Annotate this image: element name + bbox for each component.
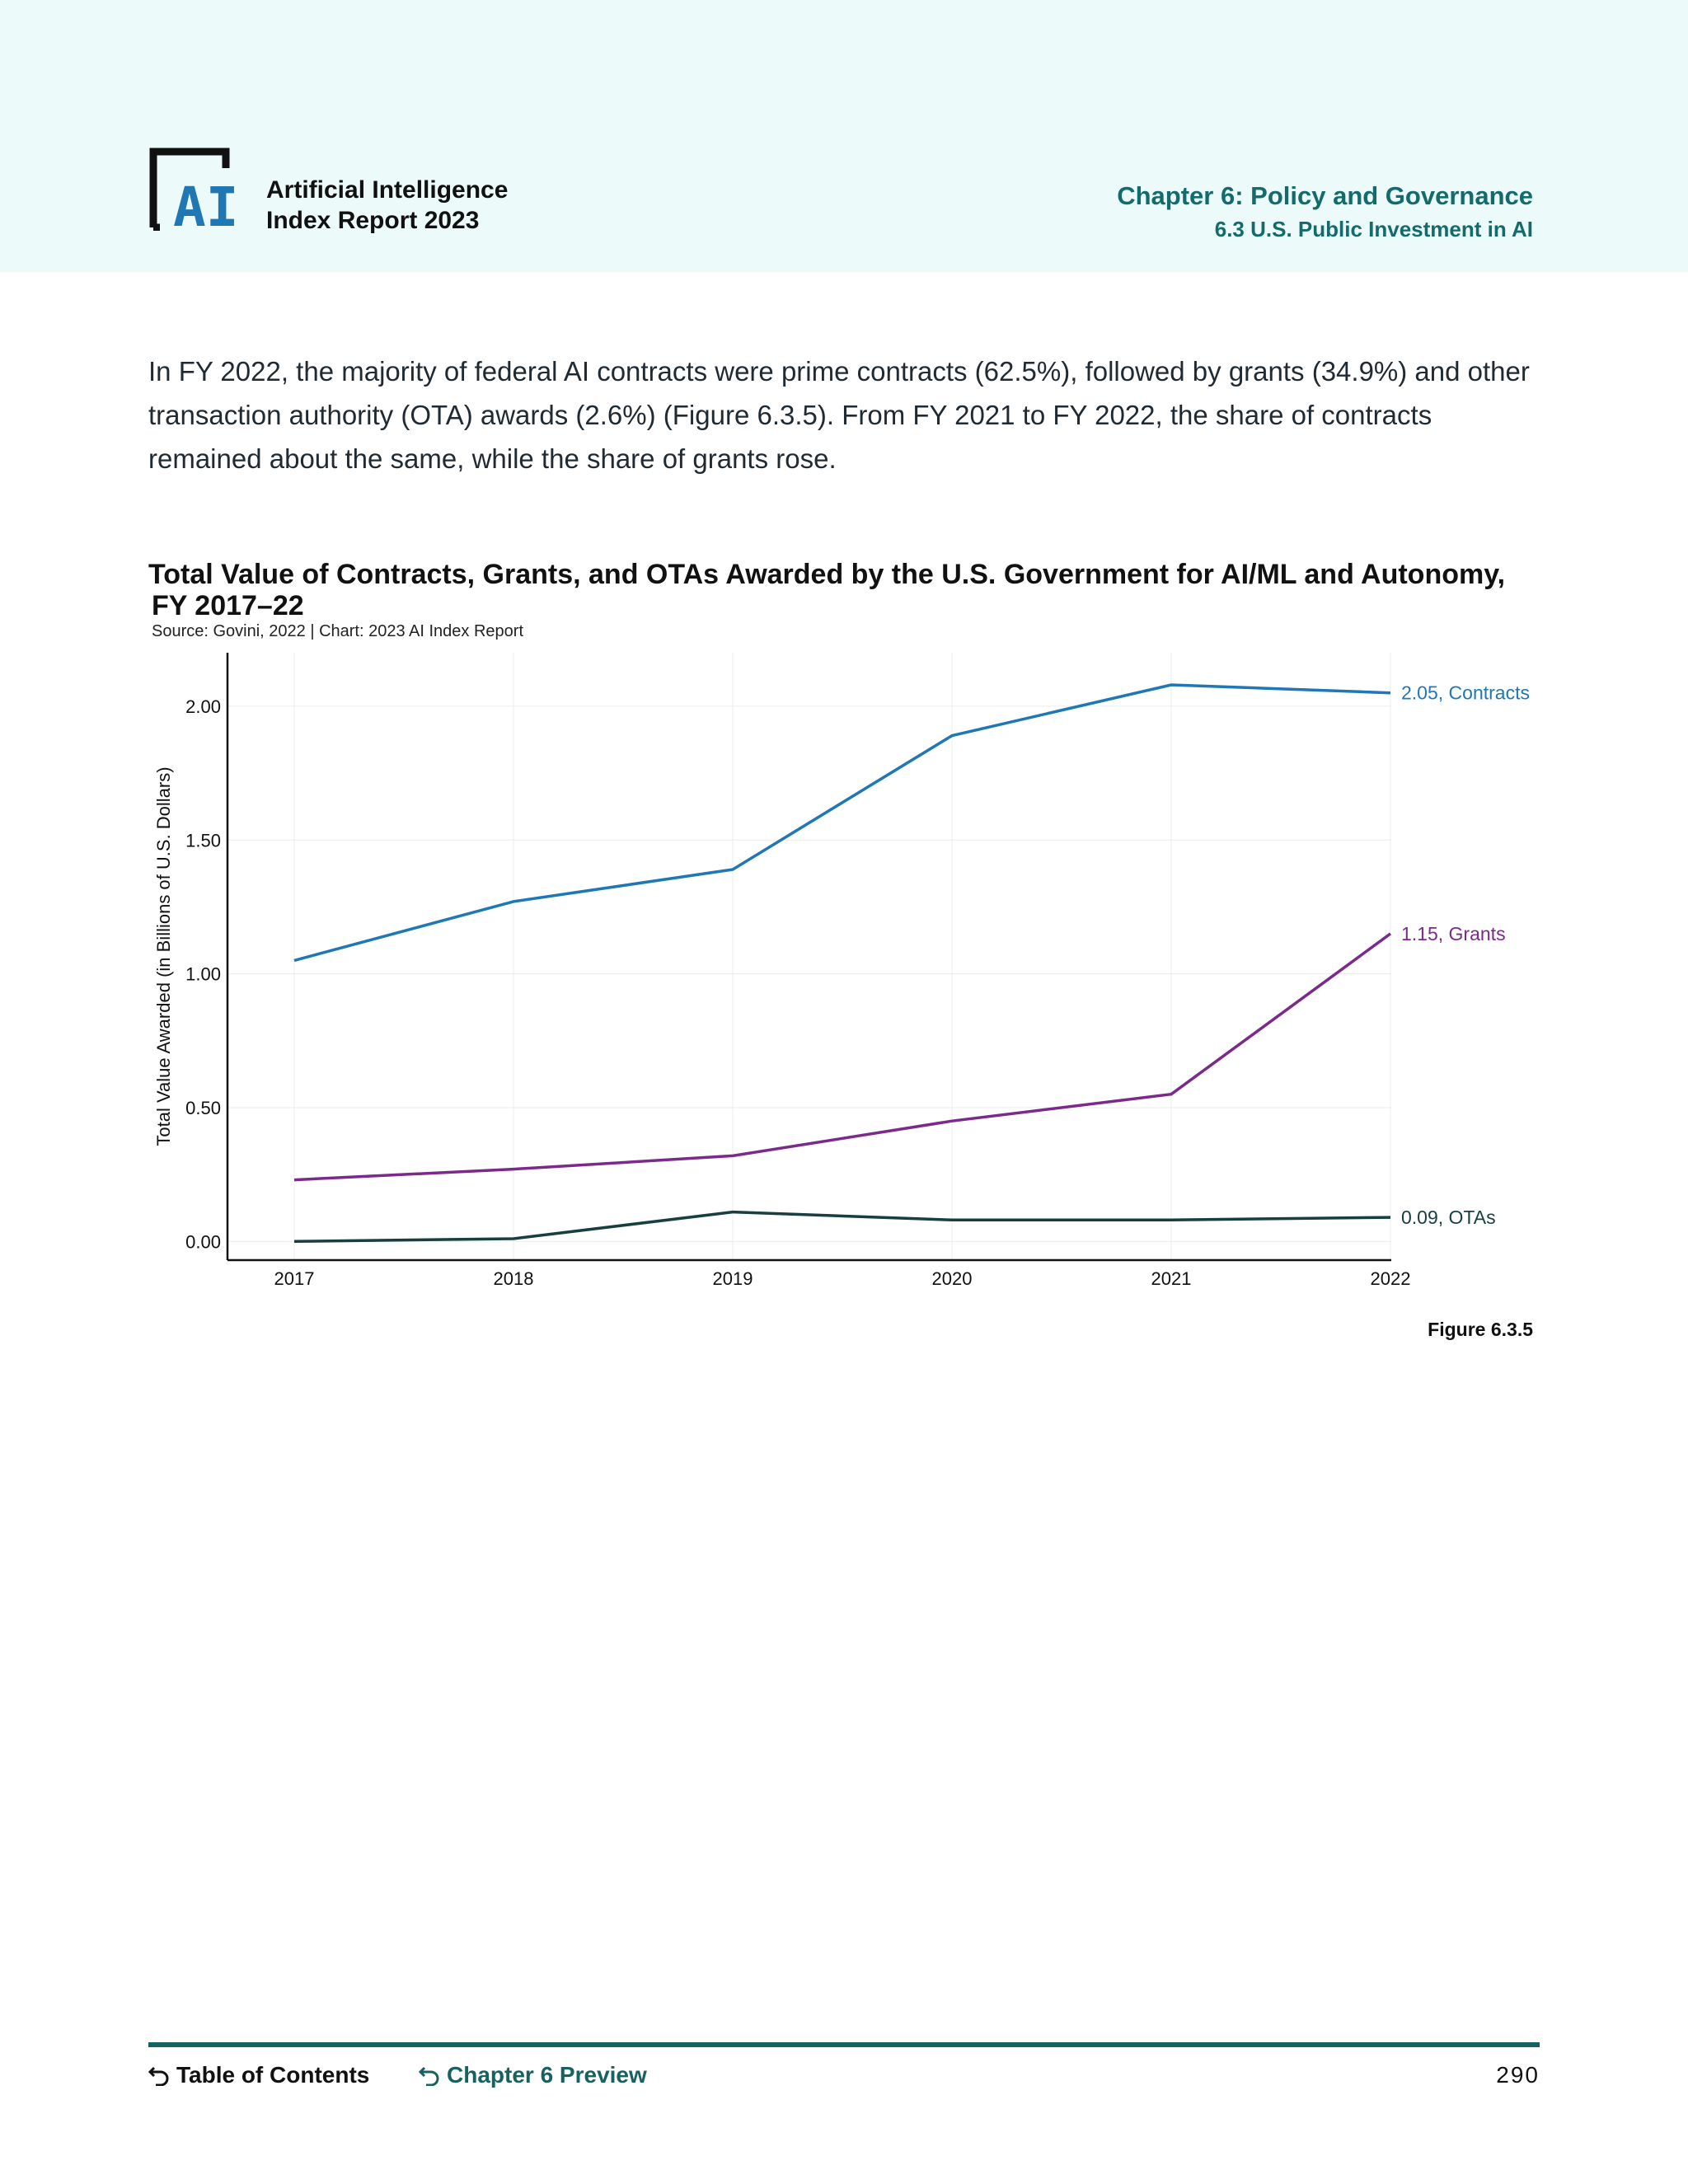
x-tick-label: 2022 bbox=[1371, 1268, 1411, 1289]
x-tick-label: 2017 bbox=[274, 1268, 315, 1289]
page-number: 290 bbox=[1496, 2062, 1540, 2088]
report-title-line1: Artificial Intelligence bbox=[266, 176, 509, 204]
intro-paragraph: In FY 2022, the majority of federal AI c… bbox=[148, 356, 1530, 474]
series-lines bbox=[293, 683, 1392, 1244]
chapter-preview-link[interactable]: Chapter 6 Preview bbox=[419, 2060, 647, 2090]
y-tick-label: 1.50 bbox=[185, 830, 221, 851]
x-tick-label: 2018 bbox=[494, 1268, 534, 1289]
end-label-contracts: 2.05, Contracts bbox=[1401, 682, 1530, 704]
toc-label: Table of Contents bbox=[176, 2062, 370, 2088]
series-line-otas bbox=[293, 1210, 1391, 1244]
chart-source: Source: Govini, 2022 | Chart: 2023 AI In… bbox=[152, 622, 524, 640]
y-axis-label: Total Value Awarded (in Billions of U.S.… bbox=[153, 766, 174, 1146]
x-tick-label: 2019 bbox=[713, 1268, 753, 1289]
return-arrow-icon bbox=[148, 2066, 169, 2086]
grid-lines bbox=[227, 653, 1391, 1260]
y-tick-label: 2.00 bbox=[185, 696, 221, 717]
x-tick-label: 2021 bbox=[1151, 1268, 1192, 1289]
chart-title-line1: Total Value of Contracts, Grants, and OT… bbox=[148, 559, 1506, 590]
section-title: 6.3 U.S. Public Investment in AI bbox=[1214, 217, 1533, 241]
ai-index-logo: AI bbox=[149, 148, 238, 231]
end-label-grants: 1.15, Grants bbox=[1401, 923, 1506, 944]
axes: 0.00 0.50 1.00 1.50 2.00 2017 2018 2019 2020 2021… bbox=[153, 653, 1410, 1289]
y-tick-label: 0.00 bbox=[185, 1231, 221, 1252]
end-label-otas: 0.09, OTAs bbox=[1401, 1207, 1496, 1228]
chapter-heading: Chapter 6: Policy and Governance 6.3 U.S… bbox=[1117, 180, 1533, 244]
figure-label: Figure 6.3.5 bbox=[1428, 1319, 1533, 1340]
chart-title: Total Value of Contracts, Grants, and OT… bbox=[148, 559, 1566, 621]
chart-labels: 2.05, Contracts 1.15, Grants 0.09, OTAs bbox=[1401, 682, 1530, 1228]
return-arrow-icon bbox=[419, 2066, 439, 2086]
series-line-grants bbox=[293, 932, 1392, 1182]
chapter-title: Chapter 6: Policy and Governance bbox=[1117, 181, 1533, 210]
logo-text: AI bbox=[173, 176, 238, 231]
header-band bbox=[0, 0, 1688, 272]
y-tick-label: 1.00 bbox=[185, 964, 221, 985]
chapter-preview-label: Chapter 6 Preview bbox=[447, 2062, 647, 2088]
footer-divider bbox=[148, 2042, 1540, 2047]
series-line-contracts bbox=[293, 683, 1391, 963]
report-title-line2: Index Report 2023 bbox=[266, 207, 480, 234]
table-of-contents-link[interactable]: Table of Contents bbox=[148, 2060, 369, 2090]
chart-title-line2: FY 2017–22 bbox=[152, 590, 304, 621]
report-title: Artificial Intelligence Index Report 202… bbox=[266, 175, 508, 236]
y-tick-label: 0.50 bbox=[185, 1098, 221, 1118]
x-tick-label: 2020 bbox=[932, 1268, 973, 1289]
